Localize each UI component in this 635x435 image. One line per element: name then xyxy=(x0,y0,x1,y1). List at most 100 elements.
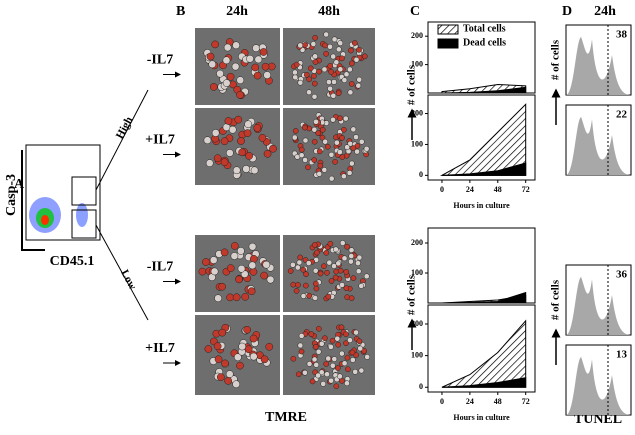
cell xyxy=(325,355,332,362)
cell xyxy=(325,293,332,300)
x-tick-label: 48 xyxy=(494,397,502,406)
cell xyxy=(236,91,244,99)
plot-frame xyxy=(427,94,536,181)
cell xyxy=(322,138,329,145)
cell xyxy=(341,360,348,367)
cell xyxy=(313,249,320,256)
cell xyxy=(316,325,322,332)
cell xyxy=(218,328,227,337)
cell xyxy=(233,353,242,362)
plot-frame xyxy=(427,227,536,304)
cell xyxy=(247,287,256,296)
cell xyxy=(322,42,328,49)
cell xyxy=(315,348,322,355)
cell xyxy=(232,166,241,175)
cell xyxy=(348,160,355,167)
cell xyxy=(311,80,318,87)
cell xyxy=(290,355,297,362)
cell xyxy=(244,120,253,129)
cell xyxy=(327,240,334,247)
cell xyxy=(300,293,307,299)
cell xyxy=(209,83,218,91)
cell xyxy=(298,152,305,159)
cell xyxy=(305,260,312,266)
cell xyxy=(302,282,309,289)
cell xyxy=(348,253,355,259)
cell xyxy=(349,349,356,356)
cell xyxy=(297,79,304,86)
cell xyxy=(302,369,308,376)
cell xyxy=(303,71,310,78)
cell xyxy=(348,60,355,67)
plot-frame xyxy=(427,21,536,94)
gate xyxy=(71,209,97,239)
y-tick-label: 200 xyxy=(411,319,423,328)
cell xyxy=(296,259,303,266)
x-tick-label: 72 xyxy=(522,185,530,194)
column-label: 48h xyxy=(318,4,340,19)
cell xyxy=(249,267,258,276)
cell xyxy=(344,354,351,361)
cell xyxy=(347,89,354,96)
cell xyxy=(343,331,349,338)
x-axis-label: Hours in culture xyxy=(453,201,510,210)
area xyxy=(441,319,527,388)
cell xyxy=(250,166,259,175)
cell xyxy=(339,350,345,357)
cell xyxy=(358,367,365,374)
cell xyxy=(302,157,308,163)
cell xyxy=(312,34,318,41)
cell xyxy=(236,361,244,370)
cell xyxy=(312,53,318,60)
cell xyxy=(213,154,222,163)
cell xyxy=(340,126,347,133)
cell xyxy=(318,340,325,347)
cell xyxy=(348,47,354,54)
cell xyxy=(364,354,371,360)
cell xyxy=(354,148,360,155)
density xyxy=(41,215,49,225)
cell xyxy=(222,79,231,87)
cell xyxy=(310,41,317,47)
x-tick-label: 0 xyxy=(440,185,444,194)
row-label: -IL7 xyxy=(147,260,173,275)
cell xyxy=(313,362,320,368)
cell xyxy=(249,334,258,343)
cell xyxy=(338,324,345,331)
cell xyxy=(311,138,318,145)
cell xyxy=(244,345,253,354)
cell xyxy=(226,264,235,272)
cell xyxy=(313,285,320,292)
cell xyxy=(317,270,324,277)
cell xyxy=(306,292,313,299)
cell xyxy=(210,267,219,276)
cell xyxy=(249,352,258,361)
cell xyxy=(328,151,335,158)
cell xyxy=(306,76,312,83)
cell xyxy=(312,280,319,287)
cell xyxy=(231,62,240,71)
cell xyxy=(208,60,217,69)
cell xyxy=(344,366,351,373)
cell xyxy=(341,173,347,180)
cell xyxy=(335,46,342,53)
cell xyxy=(355,268,362,275)
plot-frame xyxy=(427,304,536,393)
cell xyxy=(259,48,268,56)
x-tick-label: 24 xyxy=(466,185,474,194)
cell xyxy=(334,335,341,342)
y-tick-label: 100 xyxy=(411,268,423,277)
cell xyxy=(213,342,222,351)
cell xyxy=(306,361,313,367)
cell xyxy=(312,295,319,301)
cell xyxy=(312,267,319,274)
cell xyxy=(361,53,368,60)
cell xyxy=(346,66,353,73)
y-tick-label: 200 xyxy=(411,238,423,247)
legend-swatch xyxy=(437,24,459,35)
cell xyxy=(339,135,345,141)
cell xyxy=(265,342,274,351)
cell xyxy=(333,59,340,66)
cell xyxy=(293,61,300,68)
y-tick-label: 0 xyxy=(419,382,423,391)
